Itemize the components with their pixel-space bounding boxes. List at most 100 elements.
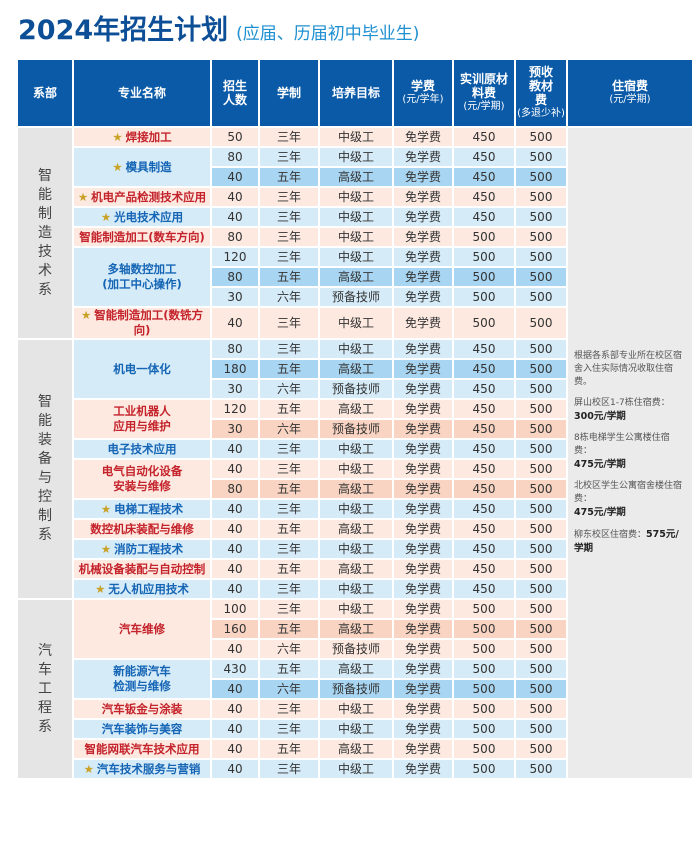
tuition: 免学费 [392,286,454,308]
book-fee: 500 [514,558,568,580]
major-name: 机电一体化 [113,361,171,376]
table-row: ★ 无人机应用技术 40 三年 中级工 免学费 450 500 [17,578,693,600]
table-row: ★ 消防工程技术 40 三年 中级工 免学费 450 500 [17,538,693,560]
tuition: 免学费 [392,306,454,340]
tuition: 免学费 [392,206,454,228]
major-name: 机电产品检测技术应用 [91,189,207,204]
enroll-count: 40 [210,438,260,460]
book-fee: 500 [514,698,568,720]
duration: 三年 [258,246,320,268]
tuition: 免学费 [392,758,454,780]
enroll-count: 50 [210,126,260,148]
enroll-count: 80 [210,226,260,248]
duration: 五年 [258,658,320,680]
table-row: 30 六年 预备技师 免学费 450 500 [17,418,693,440]
dorm-item: 北校区学生公寓宿舍楼住宿费： 475元/学期 [574,480,686,520]
header-row: 系部 专业名称 招生人数 学制 培养目标 学费 (元/学年) 实训原材料费 (元/学… [16,58,694,128]
enroll-count: 40 [210,518,260,540]
material-fee: 500 [452,698,516,720]
training-goal: 中级工 [318,598,394,620]
book-fee: 500 [514,186,568,208]
book-fee: 500 [514,518,568,540]
enroll-count: 40 [210,638,260,660]
dorm-item: 柳东校区住宿费：575元/学期 [574,528,686,556]
duration: 三年 [258,306,320,340]
duration: 五年 [258,266,320,288]
material-fee: 450 [452,126,516,148]
table-row: 汽车工程系 汽车维修 100 三年 中级工 免学费 500 500 [16,598,693,780]
enroll-count: 80 [210,338,260,360]
training-goal: 预备技师 [318,638,394,660]
table-row: ★ 光电技术应用 40 三年 中级工 免学费 450 500 [17,206,693,228]
major-cell: 汽车钣金与涂装 [72,698,212,720]
major-cell: 电子技术应用 [72,438,212,460]
training-goal: 中级工 [318,246,394,268]
table-row: 电子技术应用 40 三年 中级工 免学费 450 500 [17,438,693,460]
star-icon: ★ [112,129,123,144]
major-name: 新能源汽车 检测与维修 [113,664,171,693]
table-row: ★ 模具制造 80 三年 中级工 免学费 450 500 [17,146,693,188]
duration: 三年 [258,206,320,228]
tuition: 免学费 [392,358,454,380]
duration: 三年 [258,458,320,480]
major-cell: 智能网联汽车技术应用 [72,738,212,760]
book-fee: 500 [514,306,568,340]
tuition: 免学费 [392,598,454,620]
duration: 六年 [258,286,320,308]
enroll-count: 30 [210,286,260,308]
major-name: 汽车装饰与美容 [101,721,183,736]
tuition: 免学费 [392,498,454,520]
material-fee: 450 [452,146,516,168]
material-fee: 450 [452,558,516,580]
book-fee: 500 [514,126,568,148]
enroll-count: 100 [210,598,260,620]
training-goal: 预备技师 [318,418,394,440]
dept-name: 智能装备与控制系 [38,394,52,543]
duration: 五年 [258,618,320,640]
enroll-count: 40 [210,166,260,188]
table-row: 30 六年 预备技师 免学费 450 500 [17,378,693,400]
major-cell: 汽车装饰与美容 [72,718,212,740]
duration: 六年 [258,418,320,440]
header-books-unit: (多退少补) [517,108,565,119]
material-fee: 500 [452,286,516,308]
book-fee: 500 [514,286,568,308]
table-row: ★ 汽车技术服务与营销 40 三年 中级工 免学费 500 500 [17,758,693,780]
major-name: 汽车维修 [119,621,165,636]
table-row: 40 五年 高级工 免学费 450 500 [17,166,693,188]
material-fee: 500 [452,598,516,620]
material-fee: 450 [452,458,516,480]
duration: 五年 [258,166,320,188]
dorm-item: 屏山校区1-7栋住宿费： 300元/学期 [574,397,686,424]
tuition: 免学费 [392,186,454,208]
material-fee: 450 [452,438,516,460]
header-material-label: 实训原材料费 [460,72,509,100]
table-row: 160 五年 高级工 免学费 500 500 [17,618,693,640]
tuition: 免学费 [392,398,454,420]
training-goal: 高级工 [318,518,394,540]
training-goal: 中级工 [318,186,394,208]
tuition: 免学费 [392,638,454,660]
major-name: 智能制造加工(数车方向) [79,229,205,244]
book-fee: 500 [514,338,568,360]
duration: 三年 [258,338,320,360]
tuition: 免学费 [392,558,454,580]
tuition: 免学费 [392,126,454,148]
major-name: 汽车技术服务与营销 [96,761,201,776]
table-row: 智能装备与控制系 机电一体化 80 三年 中级工 免学费 450 500 [16,338,693,600]
major-cell: ★ 焊接加工 [72,126,212,148]
major-name: 电气自动化设备 安装与维修 [101,464,183,493]
training-goal: 中级工 [318,578,394,600]
major-cell: 汽车维修 [72,598,212,660]
training-goal: 中级工 [318,538,394,560]
book-fee: 500 [514,598,568,620]
book-fee: 500 [514,718,568,740]
enroll-count: 40 [210,186,260,208]
enroll-count: 430 [210,658,260,680]
table-row: 智能制造加工(数车方向) 80 三年 中级工 免学费 500 500 [17,226,693,248]
enroll-count: 40 [210,758,260,780]
enroll-count: 40 [210,698,260,720]
tuition: 免学费 [392,618,454,640]
major-cell: 机电一体化 [72,338,212,400]
major-name: 消防工程技术 [114,541,184,556]
